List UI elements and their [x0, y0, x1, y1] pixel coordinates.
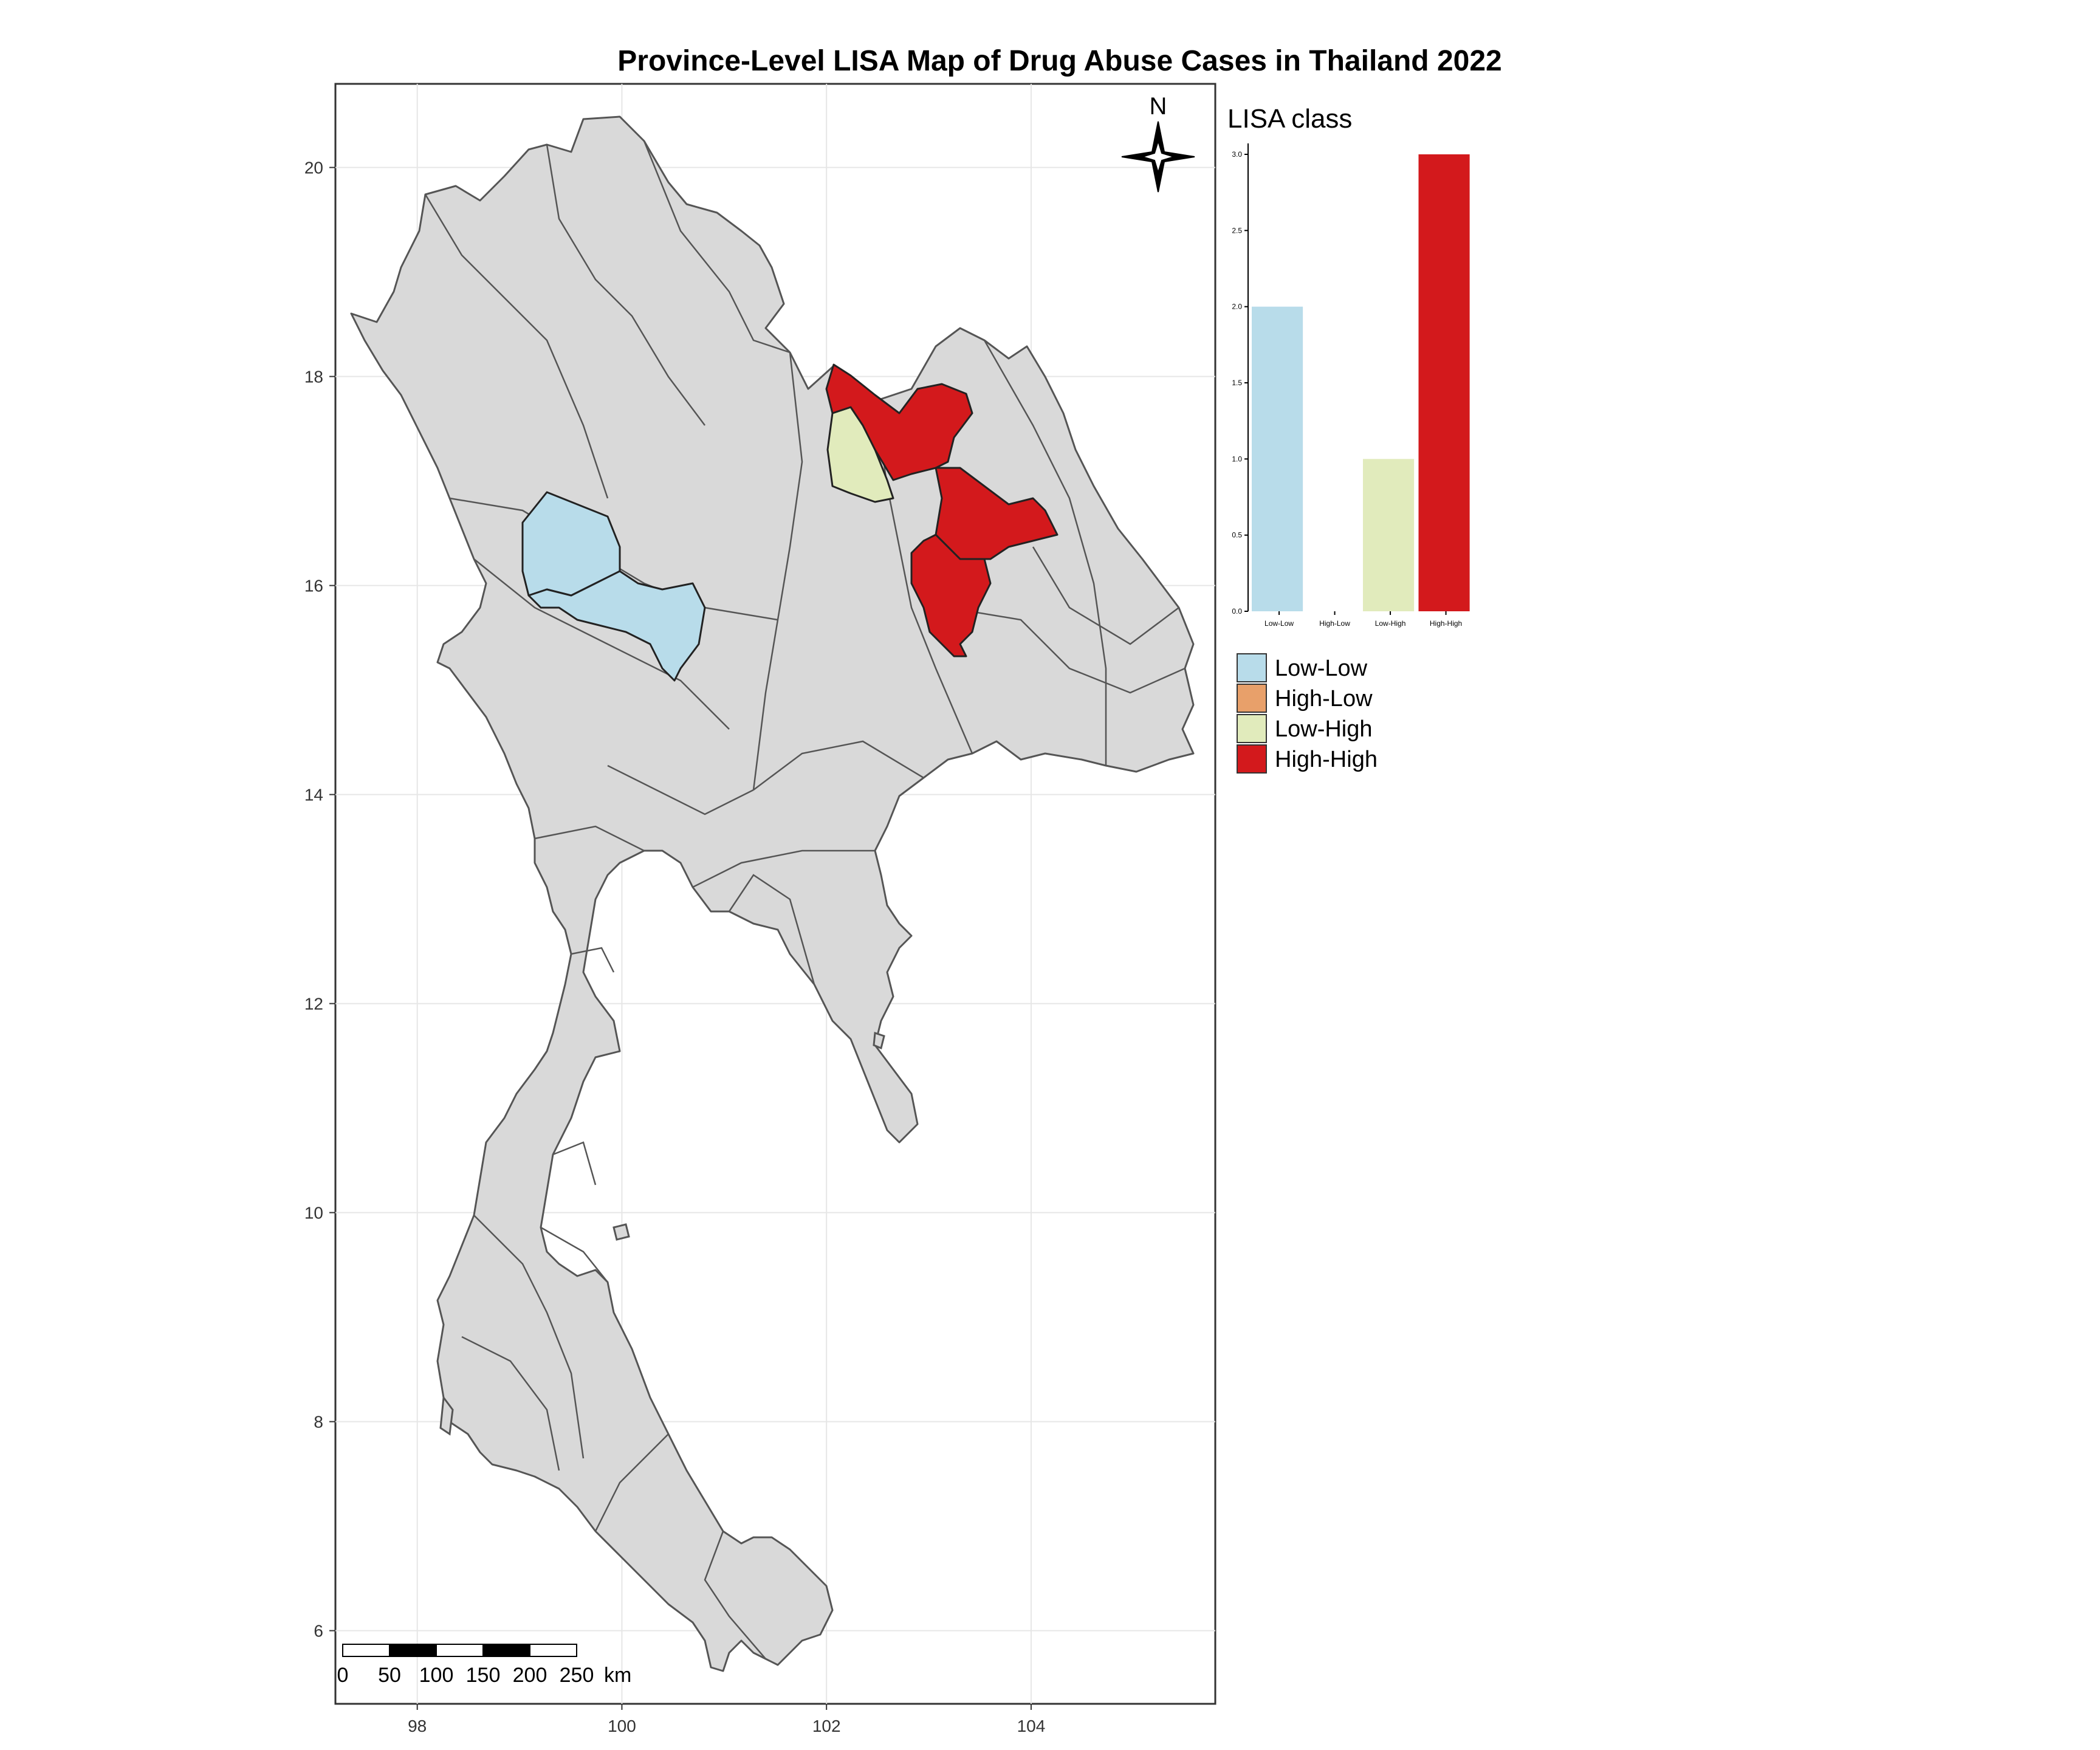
bar-y-tick-label: 0.5: [1232, 531, 1242, 540]
bar-y-tick-label: 1.0: [1232, 455, 1242, 463]
map-title: Province-Level LISA Map of Drug Abuse Ca…: [617, 45, 1502, 77]
lat-tick-label: 16: [304, 577, 323, 595]
legend-label: High-Low: [1275, 686, 1373, 712]
phuket-island: [439, 1395, 454, 1436]
bar-x-tick-label: High-High: [1430, 619, 1462, 628]
scale-bar-unit: km: [604, 1664, 631, 1687]
legend-label: Low-Low: [1275, 656, 1368, 681]
bar-y-tick-label: 0.0: [1232, 607, 1242, 616]
bar-chart-y-ticks: 0.0 0.5 1.0 1.5 2.0 2.5 3.0: [1232, 150, 1248, 616]
scale-bar-label: 200: [513, 1664, 547, 1687]
legend-label: Low-High: [1275, 716, 1373, 742]
map-panel: N 0 50 100 150 200 250 km 98 100 102 104 20 18 16 1…: [304, 83, 1216, 1735]
scale-bar-label: 50: [378, 1664, 401, 1687]
province-low-low-south: [527, 570, 706, 682]
lon-tick-label: 104: [1017, 1717, 1046, 1735]
bar-y-tick-label: 3.0: [1232, 150, 1242, 159]
legend-label: High-High: [1275, 747, 1378, 772]
legend-title: LISA class: [1227, 104, 1352, 134]
lat-tick-label: 12: [304, 995, 323, 1014]
legend-swatch-low-low: [1237, 653, 1267, 682]
scale-bar-segment-1: [342, 1644, 390, 1657]
scale-bar: 0 50 100 150 200 250 km: [337, 1644, 631, 1687]
bar-x-tick-label: Low-Low: [1264, 619, 1294, 628]
bar-low-low: [1252, 306, 1303, 611]
lisa-class-bar-chart: 0.00.51.01.52.02.53.0 Low-Low High-Low Low…: [1232, 143, 1470, 628]
bar-y-tick-label: 2.5: [1232, 226, 1242, 235]
lat-tick-label: 8: [314, 1413, 323, 1432]
lisa-provinces: [521, 363, 1059, 682]
lat-tick-label: 14: [304, 786, 323, 805]
bar-low-high: [1363, 459, 1415, 611]
lat-tick-label: 6: [314, 1622, 323, 1641]
north-arrow: N: [1121, 93, 1195, 193]
bar-y-tick-label: 1.5: [1232, 379, 1242, 387]
lon-tick-label: 100: [608, 1717, 636, 1735]
scale-bar-segment-2: [389, 1644, 437, 1657]
north-arrow-inner-icon: [1140, 139, 1176, 175]
scale-bar-segment-4: [482, 1644, 530, 1657]
legend-swatch-high-high: [1237, 744, 1267, 774]
longitude-ticks: 98 100 102 104: [408, 1704, 1045, 1735]
bar-chart-bars: [1252, 154, 1470, 611]
lon-tick-label: 102: [812, 1717, 841, 1735]
samui-island: [612, 1223, 630, 1241]
bar-x-tick-label: Low-High: [1375, 619, 1406, 628]
scale-bar-segment-3: [436, 1644, 484, 1657]
lat-tick-label: 20: [304, 159, 323, 177]
bar-high-high: [1418, 154, 1470, 611]
chang-island: [873, 1031, 885, 1050]
lon-tick-label: 98: [408, 1717, 427, 1735]
bar-x-tick-label: High-Low: [1319, 619, 1350, 628]
bar-y-tick-label: 2.0: [1232, 303, 1242, 311]
province-high-high-south: [910, 534, 992, 657]
legend-swatch-high-low: [1237, 684, 1267, 713]
scale-bar-labels: 0 50 100 150 200 250: [337, 1664, 594, 1687]
scale-bar-label: 150: [466, 1664, 501, 1687]
scale-bar-label: 100: [419, 1664, 454, 1687]
bar-chart-x-labels: Low-Low High-Low Low-High High-High: [1264, 611, 1462, 628]
scale-bar-label: 250: [560, 1664, 594, 1687]
legend-swatch-low-high: [1237, 714, 1267, 743]
province-high-high-north: [825, 363, 973, 481]
latitude-ticks: 20 18 16 14 12 10 8 6: [304, 159, 335, 1641]
lat-tick-label: 10: [304, 1204, 323, 1223]
scale-bar-label: 0: [337, 1664, 349, 1687]
legend-items: Low-Low High-Low Low-High High-High: [1237, 653, 1378, 774]
north-arrow-label: N: [1150, 93, 1167, 120]
scale-bar-segment-5: [529, 1644, 577, 1657]
lat-tick-label: 18: [304, 368, 323, 386]
legend: LISA class 0.0 0.5 1.0 1.5 2.0 2.5 3.0 Low-Low…: [1227, 104, 1470, 774]
